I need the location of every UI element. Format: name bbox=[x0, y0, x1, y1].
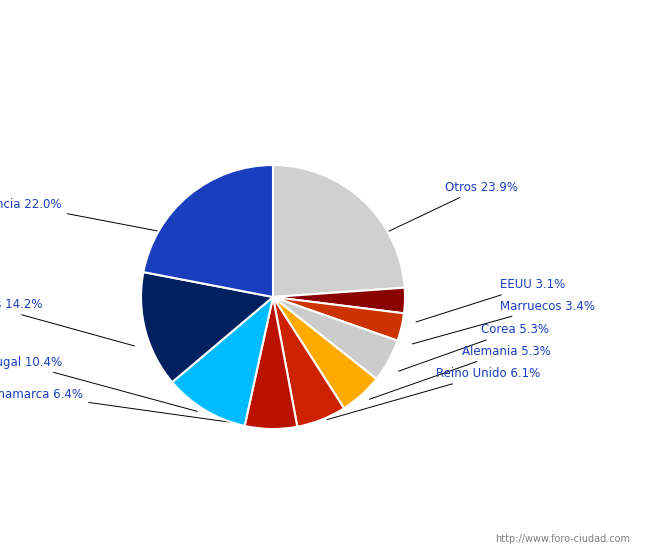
Text: Francia 22.0%: Francia 22.0% bbox=[0, 198, 181, 235]
Wedge shape bbox=[273, 297, 398, 379]
Text: Dinamarca 6.4%: Dinamarca 6.4% bbox=[0, 388, 268, 427]
Text: Países Bajos 14.2%: Países Bajos 14.2% bbox=[0, 298, 135, 346]
Text: Corea 5.3%: Corea 5.3% bbox=[398, 323, 549, 371]
Wedge shape bbox=[273, 297, 344, 427]
Wedge shape bbox=[273, 165, 405, 297]
Text: EEUU 3.1%: EEUU 3.1% bbox=[416, 278, 566, 322]
Text: Camas - Turistas extranjeros según país - Julio de 2024: Camas - Turistas extranjeros según país … bbox=[98, 16, 552, 33]
Text: Alemania 5.3%: Alemania 5.3% bbox=[369, 345, 551, 399]
Text: Otros 23.9%: Otros 23.9% bbox=[371, 180, 518, 240]
Text: http://www.foro-ciudad.com: http://www.foro-ciudad.com bbox=[495, 535, 630, 544]
Text: Marruecos 3.4%: Marruecos 3.4% bbox=[412, 300, 595, 344]
Wedge shape bbox=[172, 297, 273, 426]
Text: Reino Unido 6.1%: Reino Unido 6.1% bbox=[327, 367, 540, 420]
Wedge shape bbox=[273, 288, 405, 314]
Wedge shape bbox=[273, 297, 404, 340]
Wedge shape bbox=[273, 297, 376, 408]
Text: Portugal 10.4%: Portugal 10.4% bbox=[0, 356, 198, 411]
Wedge shape bbox=[144, 165, 273, 297]
Wedge shape bbox=[141, 272, 273, 382]
Wedge shape bbox=[244, 297, 297, 429]
